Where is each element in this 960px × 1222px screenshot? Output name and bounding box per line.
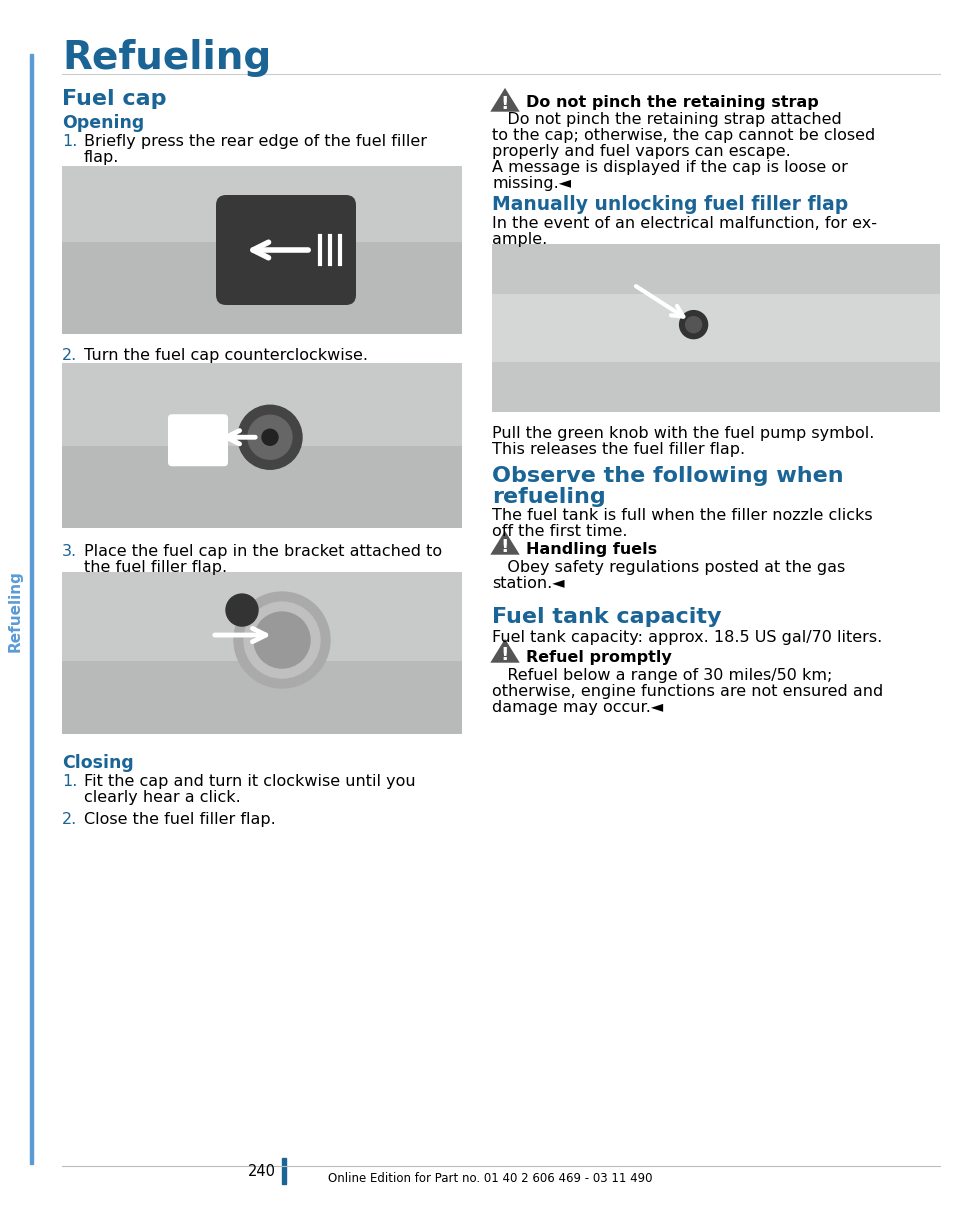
- Bar: [492, 244, 940, 412]
- Text: Pull the green knob with the fuel pump symbol.: Pull the green knob with the fuel pump s…: [492, 426, 875, 441]
- Text: off the first time.: off the first time.: [492, 524, 628, 539]
- Text: Fuel cap: Fuel cap: [62, 89, 166, 109]
- Bar: [30, 54, 33, 1165]
- Text: 1.: 1.: [62, 774, 78, 789]
- Text: the fuel filler flap.: the fuel filler flap.: [84, 560, 228, 576]
- Circle shape: [238, 406, 302, 469]
- Text: 3.: 3.: [62, 544, 77, 558]
- Circle shape: [680, 310, 708, 338]
- Circle shape: [244, 602, 320, 678]
- Circle shape: [262, 429, 278, 445]
- Bar: [62, 242, 462, 334]
- Circle shape: [234, 591, 330, 688]
- Text: Opening: Opening: [62, 114, 144, 132]
- Text: !: !: [501, 538, 509, 556]
- Circle shape: [254, 612, 310, 668]
- Text: In the event of an electrical malfunction, for ex-: In the event of an electrical malfunctio…: [492, 216, 877, 231]
- Text: damage may occur.◄: damage may occur.◄: [492, 700, 663, 715]
- FancyBboxPatch shape: [168, 414, 228, 467]
- Text: !: !: [501, 646, 509, 665]
- Text: Manually unlocking fuel filler flap: Manually unlocking fuel filler flap: [492, 196, 849, 214]
- Bar: [282, 1158, 286, 1184]
- Text: station.◄: station.◄: [492, 576, 564, 591]
- Text: ample.: ample.: [492, 232, 547, 247]
- Text: Closing: Closing: [62, 754, 133, 772]
- Bar: [492, 295, 940, 362]
- Text: Fuel tank capacity: Fuel tank capacity: [492, 607, 722, 627]
- Text: Turn the fuel cap counterclockwise.: Turn the fuel cap counterclockwise.: [84, 348, 368, 363]
- Text: Place the fuel cap in the bracket attached to: Place the fuel cap in the bracket attach…: [84, 544, 443, 558]
- Text: clearly hear a click.: clearly hear a click.: [84, 789, 241, 805]
- Text: Obey safety regulations posted at the gas: Obey safety regulations posted at the ga…: [492, 560, 845, 576]
- Text: flap.: flap.: [84, 150, 119, 165]
- Polygon shape: [491, 639, 519, 662]
- Text: Briefly press the rear edge of the fuel filler: Briefly press the rear edge of the fuel …: [84, 134, 427, 149]
- Text: 240: 240: [248, 1163, 276, 1178]
- Bar: [62, 446, 462, 528]
- Text: Refuel promptly: Refuel promptly: [526, 650, 672, 665]
- Text: 1.: 1.: [62, 134, 78, 149]
- Bar: [62, 572, 462, 734]
- Text: Fit the cap and turn it clockwise until you: Fit the cap and turn it clockwise until …: [84, 774, 416, 789]
- Text: Fuel tank capacity: approx. 18.5 US gal/70 liters.: Fuel tank capacity: approx. 18.5 US gal/…: [492, 631, 882, 645]
- Text: Do not pinch the retaining strap: Do not pinch the retaining strap: [526, 95, 819, 110]
- Polygon shape: [491, 530, 519, 555]
- Text: Close the fuel filler flap.: Close the fuel filler flap.: [84, 811, 276, 827]
- Text: !: !: [501, 95, 509, 114]
- Text: A message is displayed if the cap is loose or: A message is displayed if the cap is loo…: [492, 160, 848, 175]
- Circle shape: [226, 594, 258, 626]
- Text: Refueling: Refueling: [8, 569, 22, 653]
- Text: Refueling: Refueling: [62, 39, 272, 77]
- Text: 2.: 2.: [62, 811, 77, 827]
- Text: to the cap; otherwise, the cap cannot be closed: to the cap; otherwise, the cap cannot be…: [492, 128, 876, 143]
- Text: The fuel tank is full when the filler nozzle clicks: The fuel tank is full when the filler no…: [492, 508, 873, 523]
- Text: Refuel below a range of 30 miles/50 km;: Refuel below a range of 30 miles/50 km;: [492, 668, 832, 683]
- Text: missing.◄: missing.◄: [492, 176, 571, 191]
- Text: properly and fuel vapors can escape.: properly and fuel vapors can escape.: [492, 144, 791, 159]
- Text: refueling: refueling: [492, 488, 606, 507]
- Text: Online Edition for Part no. 01 40 2 606 469 - 03 11 490: Online Edition for Part no. 01 40 2 606 …: [327, 1172, 652, 1184]
- FancyBboxPatch shape: [216, 196, 356, 306]
- Bar: [62, 363, 462, 528]
- Circle shape: [248, 415, 292, 459]
- Text: Observe the following when: Observe the following when: [492, 466, 844, 486]
- Polygon shape: [491, 88, 519, 111]
- Circle shape: [685, 316, 702, 332]
- Text: Do not pinch the retaining strap attached: Do not pinch the retaining strap attache…: [492, 112, 842, 127]
- Text: otherwise, engine functions are not ensured and: otherwise, engine functions are not ensu…: [492, 684, 883, 699]
- Bar: [62, 661, 462, 734]
- Text: This releases the fuel filler flap.: This releases the fuel filler flap.: [492, 442, 745, 457]
- Text: Handling fuels: Handling fuels: [526, 543, 658, 557]
- Text: 2.: 2.: [62, 348, 77, 363]
- Bar: [62, 166, 462, 334]
